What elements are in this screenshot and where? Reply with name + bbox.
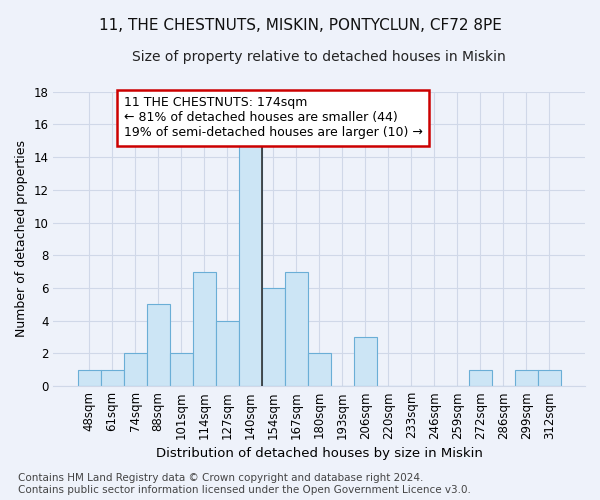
Y-axis label: Number of detached properties: Number of detached properties (15, 140, 28, 338)
Bar (354, 337, 377, 386)
Title: Size of property relative to detached houses in Miskin: Size of property relative to detached ho… (133, 50, 506, 64)
Bar (538, 370, 561, 386)
Text: 11 THE CHESTNUTS: 174sqm
← 81% of detached houses are smaller (44)
19% of semi-d: 11 THE CHESTNUTS: 174sqm ← 81% of detach… (124, 96, 422, 140)
Bar (308, 354, 331, 386)
Bar (101, 370, 124, 386)
Bar (124, 354, 146, 386)
Bar (146, 304, 170, 386)
Bar (193, 272, 215, 386)
Bar (262, 288, 284, 386)
Bar (239, 140, 262, 386)
X-axis label: Distribution of detached houses by size in Miskin: Distribution of detached houses by size … (156, 447, 482, 460)
Bar (215, 320, 239, 386)
Bar (284, 272, 308, 386)
Bar (170, 354, 193, 386)
Text: Contains HM Land Registry data © Crown copyright and database right 2024.
Contai: Contains HM Land Registry data © Crown c… (18, 474, 471, 495)
Bar (469, 370, 492, 386)
Bar (77, 370, 101, 386)
Text: 11, THE CHESTNUTS, MISKIN, PONTYCLUN, CF72 8PE: 11, THE CHESTNUTS, MISKIN, PONTYCLUN, CF… (98, 18, 502, 32)
Bar (515, 370, 538, 386)
